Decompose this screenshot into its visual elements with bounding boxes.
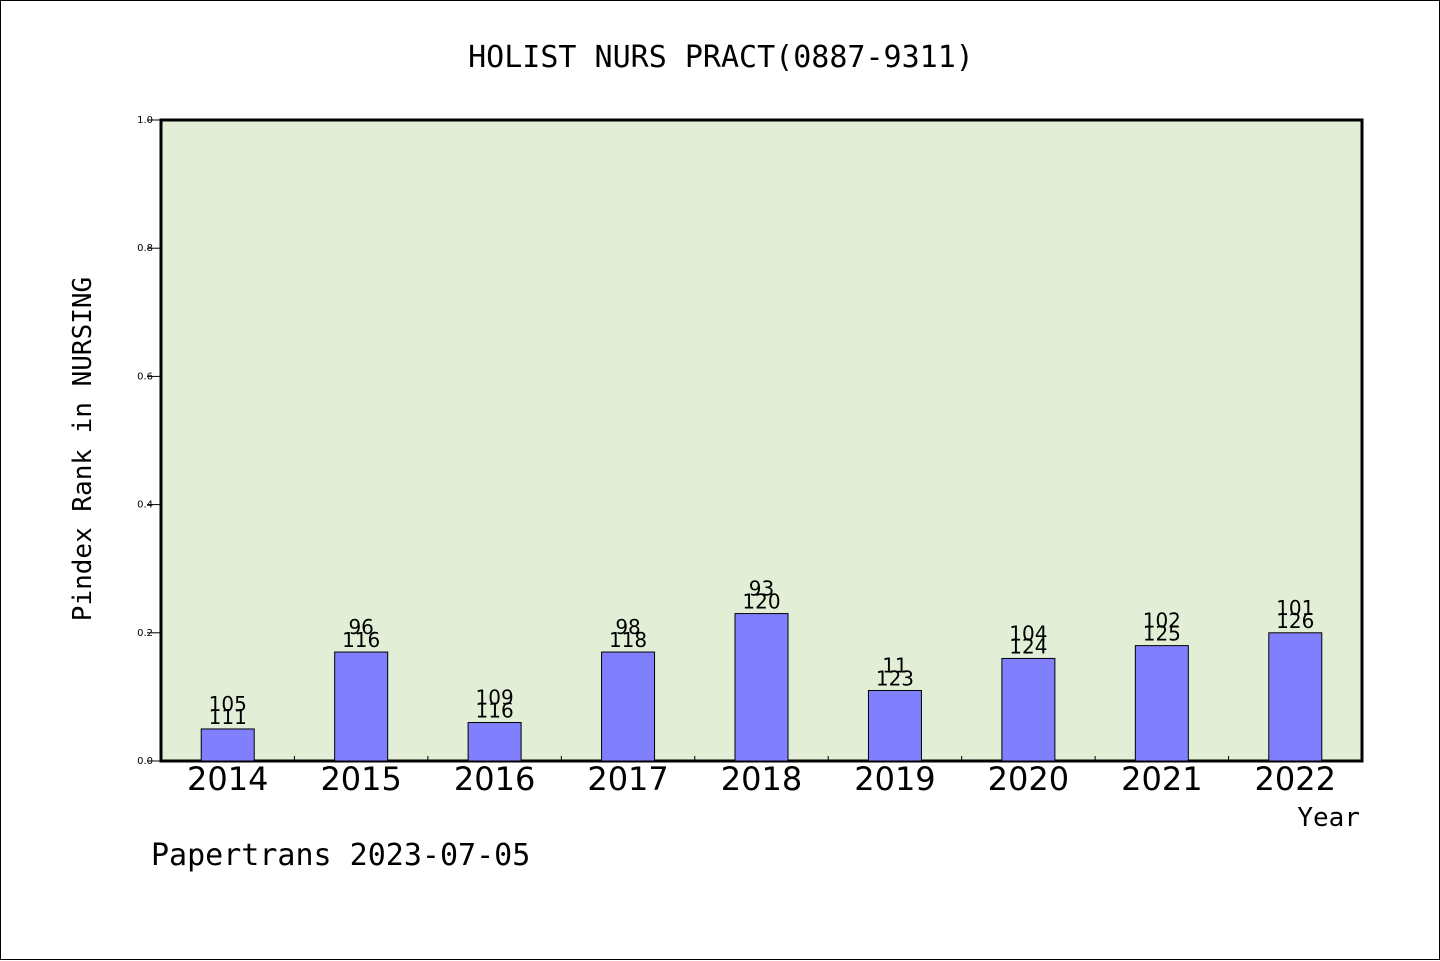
x-tick-label: 2021 bbox=[1121, 760, 1202, 798]
y-axis: 0.0 0.2 0.4 0.6 0.8 1.0 bbox=[137, 115, 161, 767]
bar-label-bottom: 123 bbox=[876, 666, 914, 690]
y-tick-label: 0.4 bbox=[137, 500, 153, 511]
footer-text: Papertrans 2023-07-05 bbox=[151, 838, 530, 873]
bar-label-top: 96 bbox=[348, 615, 373, 639]
bar-label-bottom: 116 bbox=[342, 628, 380, 652]
bar bbox=[1268, 632, 1323, 762]
bar-label-top: 102 bbox=[1143, 609, 1181, 633]
x-tick-labels: 2014 2015 2016 2017 2018 2019 2020 2021 2022 bbox=[187, 760, 1336, 798]
bar bbox=[1001, 657, 1056, 762]
x-tick-label: 2014 bbox=[187, 760, 268, 798]
bar bbox=[867, 689, 922, 762]
bar-label-top: 98 bbox=[615, 615, 640, 639]
bar-label-top: 105 bbox=[209, 692, 247, 716]
x-tick-label: 2017 bbox=[587, 760, 668, 798]
chart-title: HOLIST NURS PRACT(0887-9311) bbox=[468, 40, 974, 75]
x-axis-label: Year bbox=[1297, 803, 1360, 833]
y-tick-label: 1.0 bbox=[137, 115, 153, 126]
bar bbox=[734, 613, 789, 762]
bar-label-top: 101 bbox=[1276, 596, 1314, 620]
bar-label-top: 11 bbox=[882, 653, 907, 677]
bar-label-bottom: 118 bbox=[609, 628, 647, 652]
x-tick-label: 2018 bbox=[721, 760, 802, 798]
y-axis-label: Pindex Rank in NURSING bbox=[68, 277, 98, 621]
bar-label-bottom: 111 bbox=[209, 705, 247, 729]
x-tick-label: 2016 bbox=[454, 760, 535, 798]
bar bbox=[467, 722, 522, 762]
bar-label-bottom: 125 bbox=[1143, 622, 1181, 646]
y-tick-label: 0.2 bbox=[137, 628, 153, 639]
bar bbox=[334, 651, 389, 762]
bar-label-top: 104 bbox=[1009, 621, 1047, 645]
y-tick-label: 0.0 bbox=[137, 756, 153, 767]
bar bbox=[601, 651, 656, 762]
bar-label-bottom: 124 bbox=[1009, 634, 1047, 658]
y-tick-label: 0.8 bbox=[137, 243, 153, 254]
x-tick-label: 2020 bbox=[988, 760, 1069, 798]
x-tick-label: 2015 bbox=[320, 760, 401, 798]
bar-label-top: 93 bbox=[749, 577, 774, 601]
bar-series bbox=[200, 613, 1323, 762]
bar bbox=[1134, 645, 1189, 762]
bar-label-bottom: 116 bbox=[476, 699, 514, 723]
x-tick-label: 2019 bbox=[854, 760, 935, 798]
x-axis bbox=[293, 756, 1230, 761]
bar-label-top: 109 bbox=[476, 686, 514, 710]
bar-label-bottom: 126 bbox=[1276, 609, 1314, 633]
bar bbox=[200, 728, 255, 762]
bar-label-bottom: 120 bbox=[742, 590, 780, 614]
y-tick-label: 0.6 bbox=[137, 371, 153, 382]
x-tick-label: 2022 bbox=[1255, 760, 1336, 798]
